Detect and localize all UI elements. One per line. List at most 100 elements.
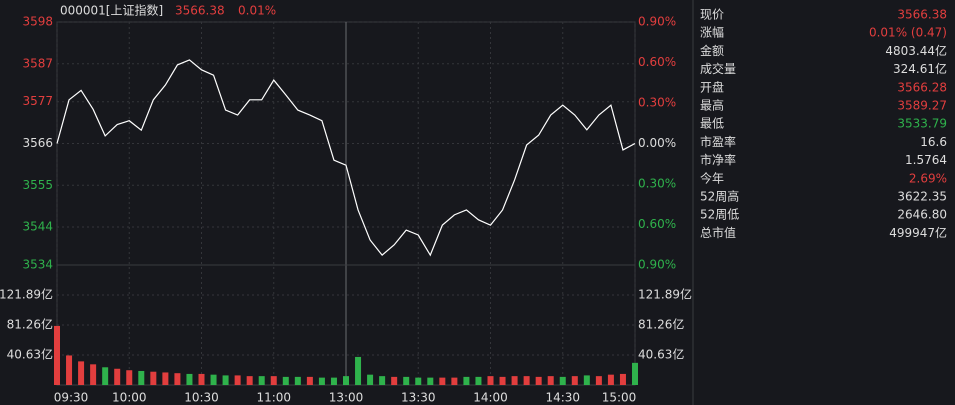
y-tick-label: 121.89亿 (0, 287, 53, 302)
info-label: 最低 (700, 117, 724, 131)
y2-tick-label: 0.90% (638, 15, 676, 29)
info-label: 52周高 (700, 189, 739, 204)
y2-tick-label: 0.90% (638, 258, 676, 272)
info-value: 2646.80 (897, 208, 947, 222)
volume-bar (186, 373, 193, 385)
info-value: 499947亿 (889, 225, 947, 240)
volume-bar (138, 370, 145, 385)
volume-bar (90, 364, 97, 385)
volume-bar (78, 361, 85, 385)
x-tick-label: 15:00 (602, 391, 637, 405)
volume-bar (619, 373, 626, 385)
volume-bar (403, 376, 410, 385)
y-tick-label: 40.63亿 (638, 347, 684, 362)
volume-bar (258, 376, 265, 385)
info-value: 2.69% (909, 171, 947, 185)
volume-bar (126, 370, 133, 385)
y2-tick-label: 0.60% (638, 55, 676, 69)
volume-bar (150, 371, 157, 385)
x-tick-label: 13:00 (329, 391, 364, 405)
volume-bar (294, 376, 301, 385)
volume-bar (595, 376, 602, 385)
info-value: 3566.28 (897, 80, 947, 94)
info-label: 市净率 (700, 152, 736, 167)
info-label: 今年 (700, 170, 724, 185)
y-tick-label: 3534 (22, 258, 53, 272)
volume-bar (439, 377, 446, 385)
y-tick-label: 40.63亿 (7, 347, 53, 362)
y2-tick-label: 0.60% (638, 217, 676, 231)
x-tick-label: 14:30 (545, 391, 580, 405)
volume-bar (102, 367, 109, 385)
volume-bar (282, 376, 289, 385)
y-tick-label: 81.26亿 (7, 317, 53, 332)
y-tick-label: 3555 (22, 178, 53, 192)
volume-bar (499, 376, 506, 385)
volume-bar (607, 374, 614, 385)
volume-bar (559, 376, 566, 385)
y-tick-label: 3544 (22, 220, 53, 234)
info-value: 0.01% (0.47) (869, 26, 947, 40)
index-code: 000001[上证指数] (60, 3, 163, 18)
volume-bar (415, 377, 422, 385)
volume-bar (367, 374, 374, 385)
volume-bar (162, 372, 169, 385)
volume-bar (66, 355, 73, 385)
info-label: 现价 (700, 8, 724, 22)
volume-bar (475, 376, 482, 385)
index-change: 0.01% (238, 4, 276, 18)
y-tick-label: 81.26亿 (638, 317, 684, 332)
info-value: 3622.35 (897, 190, 947, 204)
volume-bar (547, 376, 554, 385)
volume-bar (174, 373, 181, 385)
volume-bar (54, 325, 60, 385)
volume-bar (427, 377, 434, 385)
info-value: 16.6 (920, 135, 947, 149)
volume-bar (391, 376, 398, 385)
volume-bar (246, 376, 253, 385)
volume-bar (343, 376, 349, 385)
volume-bar (535, 376, 542, 385)
info-label: 最高 (700, 98, 724, 113)
price-line (56, 59, 636, 257)
info-label: 总市值 (700, 225, 736, 240)
info-value: 324.61亿 (893, 61, 947, 76)
volume-bar (523, 376, 530, 385)
y2-tick-label: 0.30% (638, 96, 676, 110)
volume-bar (330, 377, 337, 385)
x-tick-label: 14:00 (473, 391, 508, 405)
info-value: 4803.44亿 (885, 43, 947, 58)
volume-bar (583, 375, 590, 385)
x-tick-label: 13:30 (401, 391, 436, 405)
info-value: 1.5764 (905, 153, 947, 167)
volume-bar (222, 375, 229, 385)
volume-bar (451, 377, 458, 385)
y-tick-label: 3587 (22, 56, 53, 70)
y-tick-label: 3598 (22, 15, 53, 29)
y-tick-label: 3566 (22, 136, 53, 150)
x-tick-label: 10:00 (112, 391, 147, 405)
y2-tick-label: 0.00% (638, 136, 676, 150)
volume-bar (511, 376, 518, 385)
y-tick-label: 121.89亿 (638, 287, 692, 302)
volume-bar (571, 376, 578, 385)
volume-bar (210, 374, 217, 385)
volume-bar (355, 356, 362, 385)
volume-bar (463, 376, 470, 385)
info-label: 52周低 (700, 208, 739, 222)
x-tick-label: 10:30 (184, 391, 219, 405)
info-value: 3566.38 (897, 8, 947, 22)
volume-bar (379, 376, 386, 385)
volume-bar (318, 377, 325, 385)
info-label: 金额 (700, 43, 724, 58)
info-label: 开盘 (700, 79, 724, 94)
x-tick-label: 09:30 (54, 391, 89, 405)
volume-bar (306, 376, 313, 385)
volume-bar (198, 373, 205, 385)
volume-bar (114, 368, 121, 385)
index-price: 3566.38 (175, 4, 225, 18)
y-tick-label: 3577 (22, 94, 53, 108)
volume-bar (270, 376, 277, 385)
info-label: 涨幅 (700, 25, 724, 40)
